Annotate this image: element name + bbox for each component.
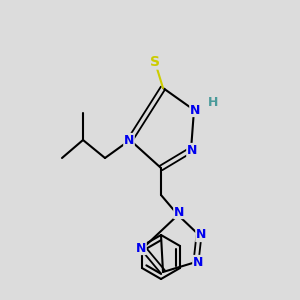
Text: N: N bbox=[124, 134, 134, 146]
Text: N: N bbox=[187, 143, 197, 157]
Text: N: N bbox=[174, 206, 184, 218]
Text: H: H bbox=[208, 97, 218, 110]
Text: N: N bbox=[190, 103, 200, 116]
Text: N: N bbox=[193, 256, 203, 268]
Text: N: N bbox=[136, 242, 146, 254]
Text: S: S bbox=[150, 55, 160, 69]
Text: N: N bbox=[196, 229, 206, 242]
